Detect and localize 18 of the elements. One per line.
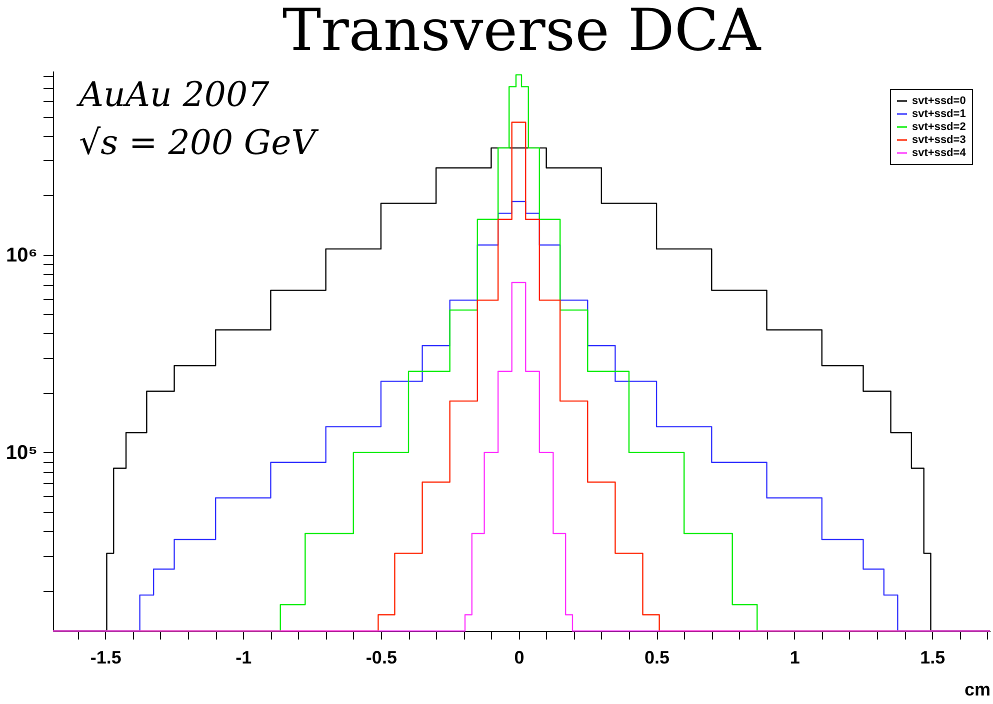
y-tick-label: 10⁵ — [6, 442, 38, 464]
x-tick-label: 0 — [514, 648, 524, 668]
x-tick-label: -1 — [236, 648, 252, 668]
x-tick-label: -1.5 — [90, 648, 122, 668]
y-tick-label: 10⁶ — [6, 244, 38, 266]
legend-label: svt+ssd=1 — [912, 108, 966, 120]
legend-label: svt+ssd=3 — [912, 134, 966, 146]
annotation: √s = 200 GeV — [79, 123, 320, 163]
x-tick-label: 0.5 — [644, 648, 670, 668]
legend-label: svt+ssd=0 — [912, 95, 966, 107]
legend-label: svt+ssd=2 — [912, 121, 966, 133]
x-tick-label: -0.5 — [366, 648, 397, 668]
annotation: AuAu 2007 — [76, 75, 270, 115]
x-tick-label: 1.5 — [920, 648, 946, 668]
x-tick-label: 1 — [790, 648, 800, 668]
x-axis-title: cm — [964, 680, 990, 700]
chart-title: Transverse DCA — [282, 0, 762, 64]
legend-label: svt+ssd=4 — [912, 147, 967, 159]
